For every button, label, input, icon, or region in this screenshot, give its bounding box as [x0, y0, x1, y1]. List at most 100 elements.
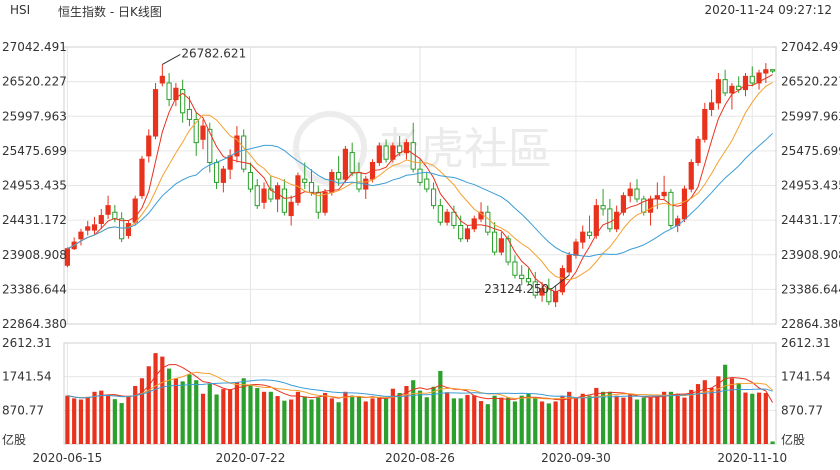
candle-body [383, 145, 389, 160]
volume-bar [282, 400, 287, 444]
volume-bar [723, 364, 728, 444]
candle-body [105, 205, 111, 215]
volume-bar [580, 393, 585, 444]
candle-body [668, 191, 674, 227]
candle-body [91, 224, 98, 231]
volume-ma10-line [67, 371, 773, 400]
volume-bar [350, 395, 355, 444]
volume-bar [356, 396, 362, 444]
volume-bar [241, 378, 246, 444]
volume-bar [153, 353, 158, 444]
candle-body [661, 191, 667, 197]
chart-title: 恒生指数 - 日K线图 [58, 5, 162, 19]
volume-bar [309, 399, 314, 444]
price-tick-left: 26520.227 [2, 75, 67, 89]
price-tick-left: 25475.699 [2, 144, 67, 158]
volume-bar [614, 395, 619, 444]
volume-bar [85, 396, 90, 444]
x-tick-label: 2020-11-10 [717, 451, 787, 465]
price-tick-right: 27042.491 [781, 40, 840, 54]
price-tick-left: 23908.908 [2, 248, 67, 262]
volume-bar [343, 391, 348, 444]
candle-body [627, 188, 633, 197]
price-tick-left: 24431.172 [2, 213, 67, 227]
volume-bar [383, 398, 389, 444]
volume-bar [573, 397, 579, 444]
candle-body [553, 291, 559, 303]
price-tick-right: 23908.908 [781, 248, 840, 262]
volume-bar [295, 391, 301, 444]
candle-body [336, 171, 342, 180]
annotation-low-label: 23124.250 [484, 282, 549, 296]
volume-ma20-line [67, 379, 773, 399]
candle-body [356, 171, 362, 190]
candle-body [132, 198, 138, 223]
candle-body [424, 178, 430, 190]
volume-bar [234, 382, 240, 444]
volume-bar [411, 380, 416, 444]
x-tick-label: 2020-06-15 [33, 451, 103, 465]
candle-body [580, 231, 586, 243]
candle-body [620, 195, 627, 213]
volume-tick-left: 870.77 [2, 403, 44, 417]
volume-bar [194, 380, 199, 444]
x-tick-label: 2020-08-26 [385, 451, 455, 465]
candle-body [193, 118, 199, 144]
candle-body [430, 188, 437, 207]
candle-body [166, 82, 172, 101]
candle-body [688, 162, 694, 190]
candle-body [573, 241, 579, 256]
volume-bar [119, 403, 124, 444]
volume-bar [641, 397, 646, 444]
candle-body [180, 89, 186, 114]
volume-bar [112, 399, 117, 444]
candle-body [485, 211, 491, 233]
candle-body [458, 225, 464, 240]
x-tick-label: 2020-09-30 [541, 451, 611, 465]
symbol-label: HSI [10, 3, 31, 17]
price-ma10-line [67, 82, 773, 281]
axis-labels: 27042.491 27042.491 26520.227 26520.227 2599… [2, 40, 840, 465]
volume-bar [675, 393, 680, 444]
volume-bar [363, 401, 368, 444]
volume-bar [275, 396, 280, 444]
candle-body [159, 75, 165, 84]
candle-body [376, 145, 382, 164]
x-tick-label: 2020-07-22 [216, 451, 286, 465]
volume-bar [390, 388, 395, 444]
volume-bar [560, 395, 565, 444]
volume-bar [214, 394, 219, 444]
candle-body [525, 278, 532, 283]
candle-body [403, 142, 410, 154]
volume-bar [634, 399, 640, 444]
candle-body [736, 85, 742, 91]
candle-body [268, 188, 274, 200]
candle-body [546, 287, 552, 303]
candle-body [186, 108, 193, 120]
volume-bar [533, 397, 538, 444]
volume-bar [336, 402, 341, 444]
candle-body [234, 135, 240, 157]
candle-body [315, 191, 321, 213]
volume-bar [506, 397, 511, 444]
volume-bar [512, 401, 518, 444]
volume-bar [228, 389, 233, 444]
price-ma20-line [67, 133, 773, 258]
volume-bar [187, 374, 192, 444]
volume-bar [689, 389, 694, 444]
volume-bar [431, 386, 436, 444]
volume-bars [65, 353, 775, 444]
price-panel-border [63, 46, 777, 325]
volume-bar [65, 395, 70, 444]
volume-bar [105, 394, 111, 444]
candle-body [647, 198, 654, 213]
volume-bar [316, 397, 321, 444]
volume-bar [539, 401, 545, 444]
volume-bar [716, 376, 721, 444]
volume-unit-right: 亿股 [781, 432, 805, 447]
candle-body [451, 211, 457, 227]
volume-bar [655, 395, 660, 444]
candle-body [274, 185, 281, 200]
volume-bar [695, 384, 701, 444]
